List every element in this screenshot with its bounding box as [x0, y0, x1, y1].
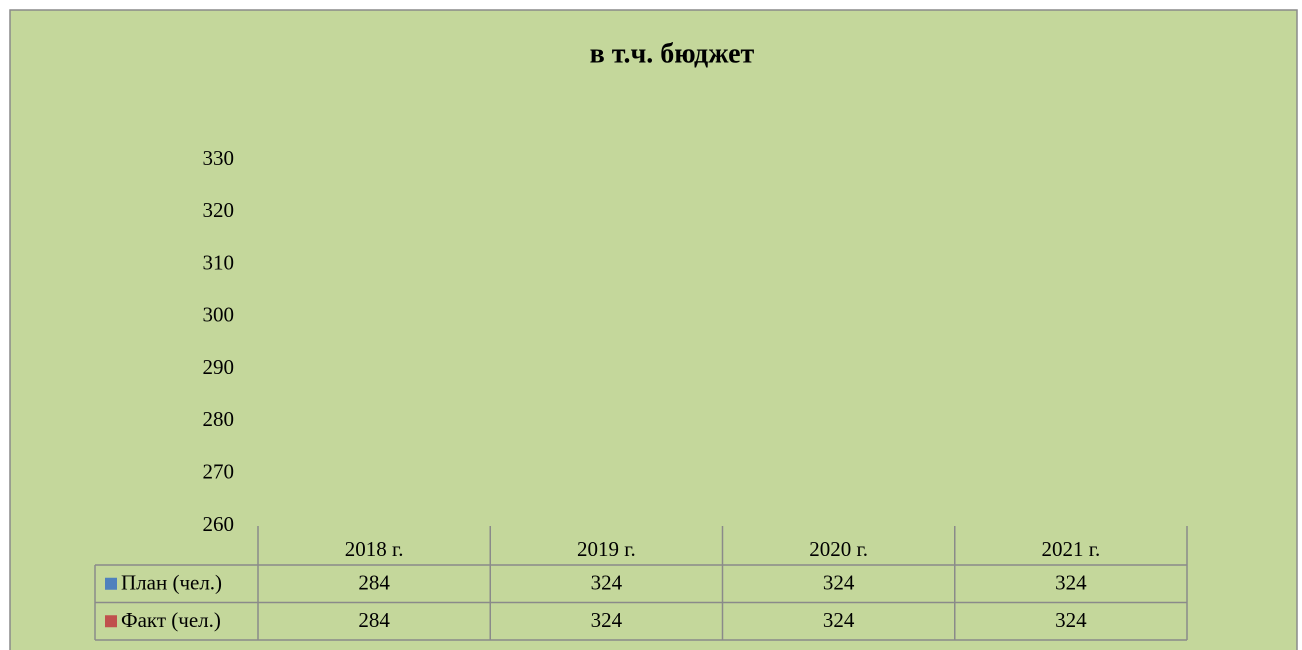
y-tick-label: 280 [203, 407, 235, 431]
y-tick-label: 310 [203, 250, 235, 274]
legend-label: План (чел.) [121, 571, 222, 595]
y-tick-label: 300 [203, 303, 235, 327]
y-tick-label: 260 [203, 512, 235, 536]
table-value: 324 [823, 571, 855, 595]
table-value: 324 [823, 608, 855, 632]
x-tick-label: 2018 г. [345, 537, 404, 561]
table-value: 324 [591, 608, 623, 632]
y-tick-label: 270 [203, 460, 235, 484]
x-tick-label: 2019 г. [577, 537, 636, 561]
table-value: 324 [1055, 608, 1087, 632]
y-tick-label: 320 [203, 198, 235, 222]
chart-area [9, 9, 1298, 650]
legend-swatch [105, 577, 117, 590]
table-value: 284 [358, 608, 390, 632]
legend-swatch [105, 615, 117, 628]
y-tick-label: 290 [203, 355, 235, 379]
table-value: 284 [358, 571, 390, 595]
table-value: 324 [1055, 571, 1087, 595]
x-tick-label: 2021 г. [1042, 537, 1101, 561]
chart-title: в т.ч. бюджет [590, 38, 755, 69]
y-tick-label: 330 [203, 146, 235, 170]
table-value: 324 [591, 571, 623, 595]
legend-label: Факт (чел.) [121, 608, 221, 632]
x-tick-label: 2020 г. [809, 537, 868, 561]
